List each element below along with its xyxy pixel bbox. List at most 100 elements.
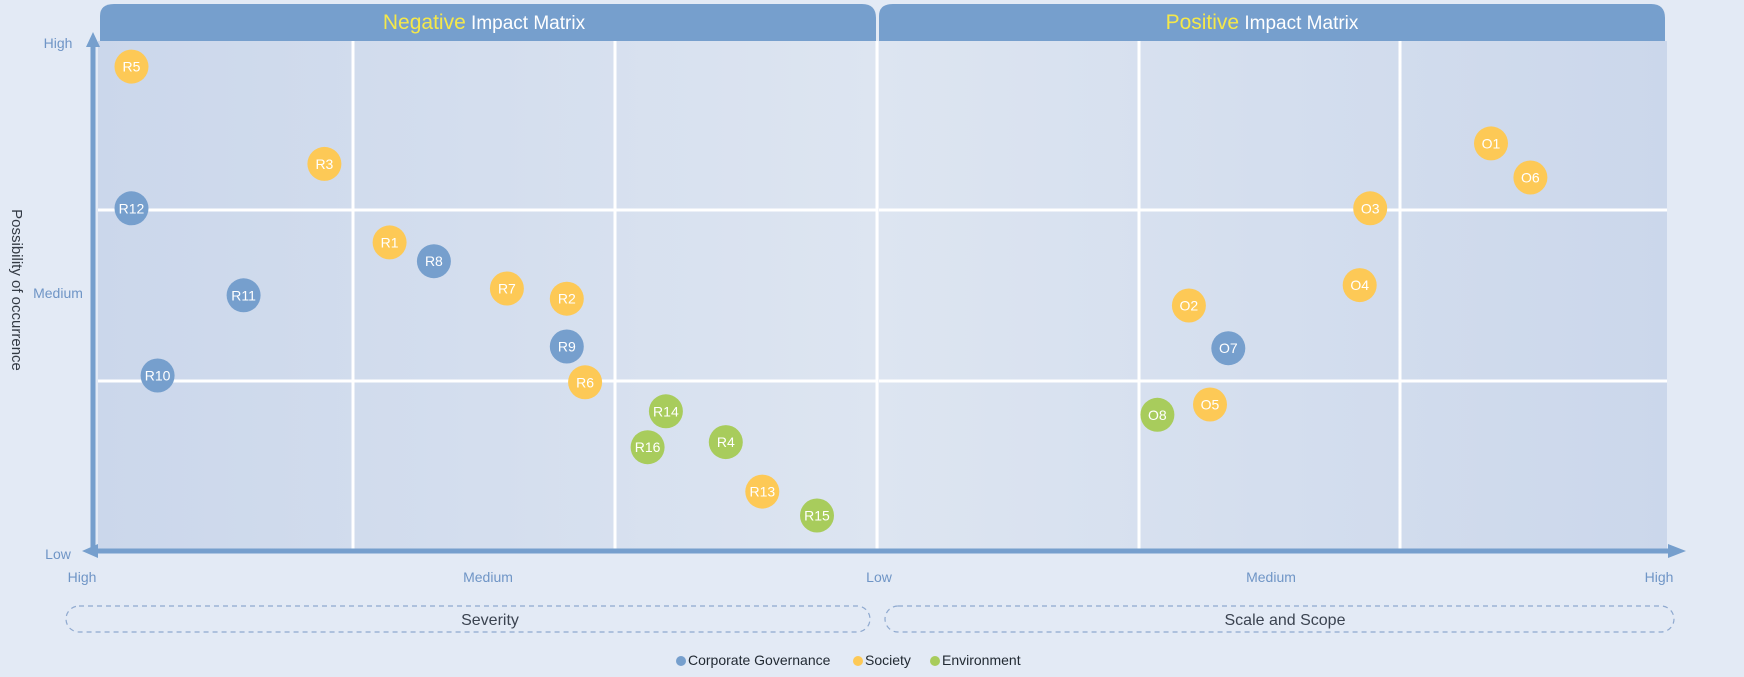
point-label-o6: O6 <box>1521 170 1540 186</box>
point-r6: R6 <box>568 365 603 400</box>
point-r10: R10 <box>140 358 175 393</box>
point-marker-o7 <box>1211 331 1246 366</box>
point-marker-r2 <box>549 281 584 316</box>
point-marker-o4 <box>1342 268 1377 303</box>
point-r9: R9 <box>549 329 584 364</box>
positive-points: O1 O6 O3 O4 O2 O7 O5 O8 <box>1140 126 1548 432</box>
point-marker-r4 <box>708 425 743 460</box>
point-label-o5: O5 <box>1201 397 1220 413</box>
legend-swatch-environment <box>930 656 940 666</box>
point-label-o8: O8 <box>1148 407 1167 423</box>
point-r2: R2 <box>549 281 584 316</box>
point-marker-r16 <box>630 430 665 465</box>
point-r4: R4 <box>708 425 743 460</box>
x-tick-center-low: Low <box>866 569 893 585</box>
scale-scope-caption-box <box>884 605 1675 633</box>
point-label-o2: O2 <box>1180 298 1199 314</box>
point-label-r7: R7 <box>498 281 516 297</box>
point-label-r3: R3 <box>315 156 333 172</box>
legend-label-society: Society <box>865 652 911 668</box>
point-r14: R14 <box>648 394 683 429</box>
point-r15: R15 <box>800 498 834 533</box>
point-label-r14: R14 <box>653 403 679 419</box>
point-label-r9: R9 <box>558 339 576 355</box>
point-r12: R12 <box>114 191 149 226</box>
point-r11: R11 <box>226 278 261 313</box>
point-label-r10: R10 <box>145 368 171 384</box>
positive-grid <box>879 41 1667 553</box>
points-layer: R5 R3 R12 R1 R8 R11 R7 R2 R9 R10 R6 R14 R16 R4 R13 R15 O… <box>114 49 1548 533</box>
point-o1: O1 <box>1474 126 1508 161</box>
point-label-r8: R8 <box>425 253 443 269</box>
point-label-o3: O3 <box>1361 200 1380 216</box>
point-label-r5: R5 <box>123 59 141 75</box>
point-label-r13: R13 <box>749 484 775 500</box>
point-o6: O6 <box>1513 160 1548 195</box>
point-label-r15: R15 <box>804 508 830 524</box>
point-marker-r6 <box>568 365 603 400</box>
point-marker-o2 <box>1171 288 1206 323</box>
y-tick-medium: Medium <box>33 285 83 301</box>
point-label-r6: R6 <box>576 374 594 390</box>
y-axis-title: Possibility of occurrence <box>8 209 25 371</box>
legend-label-corporate-governance: Corporate Governance <box>688 652 831 668</box>
negative-header <box>100 4 876 41</box>
point-label-r4: R4 <box>717 434 735 450</box>
point-o7: O7 <box>1211 331 1246 366</box>
point-r16: R16 <box>630 430 665 465</box>
point-marker-r10 <box>140 358 175 393</box>
point-marker-o1 <box>1474 126 1508 161</box>
x-tick-negative-medium: Medium <box>463 569 513 585</box>
y-axis <box>86 32 100 553</box>
legend-swatch-society <box>853 656 863 666</box>
point-o4: O4 <box>1342 268 1377 303</box>
point-o3: O3 <box>1353 191 1388 226</box>
point-marker-o8 <box>1140 397 1175 432</box>
point-marker-r11 <box>226 278 261 313</box>
x-tick-positive-high: High <box>1645 569 1674 585</box>
point-r13: R13 <box>745 474 780 509</box>
legend-item-society: Society <box>853 652 911 668</box>
point-marker-r13 <box>745 474 780 509</box>
point-r3: R3 <box>307 146 342 181</box>
point-marker-o5 <box>1193 387 1227 422</box>
point-marker-r8 <box>416 244 451 279</box>
point-marker-r5 <box>114 49 149 84</box>
point-label-r1: R1 <box>381 234 399 250</box>
point-r7: R7 <box>489 271 524 306</box>
point-r8: R8 <box>416 244 451 279</box>
point-label-r2: R2 <box>558 291 576 307</box>
point-o2: O2 <box>1171 288 1206 323</box>
point-marker-r14 <box>648 394 683 429</box>
legend-item-corporate-governance: Corporate Governance <box>676 652 831 668</box>
point-label-r11: R11 <box>231 287 256 303</box>
y-tick-low: Low <box>45 546 72 562</box>
x-tick-positive-medium: Medium <box>1246 569 1296 585</box>
point-r1: R1 <box>372 225 407 260</box>
point-marker-r1 <box>372 225 407 260</box>
point-label-r16: R16 <box>635 439 661 455</box>
y-tick-high: High <box>44 35 73 51</box>
x-axis <box>82 544 1686 558</box>
positive-plot-area <box>879 41 1667 553</box>
point-marker-r3 <box>307 146 342 181</box>
x-tick-negative-high: High <box>68 569 97 585</box>
point-marker-r9 <box>549 329 584 364</box>
point-marker-r12 <box>114 191 149 226</box>
severity-caption: Severity <box>461 612 519 629</box>
scale-scope-caption: Scale and Scope <box>1225 612 1346 629</box>
legend: Corporate Governance Society Environment <box>676 652 1021 668</box>
point-label-o7: O7 <box>1219 340 1238 356</box>
point-marker-r7 <box>489 271 524 306</box>
legend-swatch-corporate-governance <box>676 656 686 666</box>
negative-panel-title: Negative Impact Matrix <box>383 11 586 34</box>
legend-label-environment: Environment <box>942 652 1021 668</box>
point-r5: R5 <box>114 49 149 84</box>
point-label-o1: O1 <box>1482 135 1501 151</box>
negative-points: R5 R3 R12 R1 R8 R11 R7 R2 R9 R10 R6 R14 R16 R4 R13 R15 <box>114 49 834 533</box>
negative-grid <box>98 41 876 553</box>
point-marker-o3 <box>1353 191 1388 226</box>
point-label-o4: O4 <box>1350 277 1369 293</box>
severity-caption-box <box>65 605 871 633</box>
